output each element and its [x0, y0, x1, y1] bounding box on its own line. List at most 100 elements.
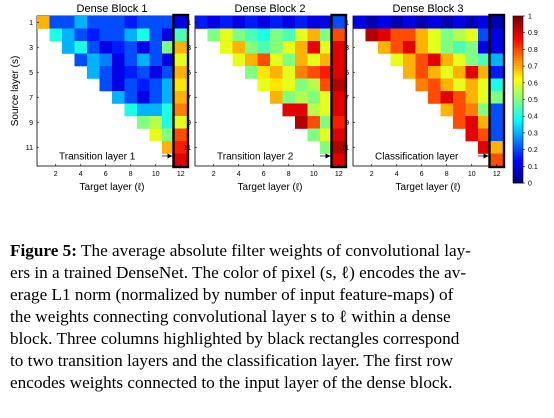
heatmap-cell	[490, 28, 504, 42]
heatmap-cell	[112, 66, 125, 79]
heatmap-cell	[465, 103, 479, 117]
heatmap-cell	[332, 116, 346, 129]
y-tick-label: 5	[345, 70, 349, 77]
colorbar-segment	[513, 94, 523, 98]
heatmap-cell	[112, 53, 125, 67]
heatmap-cell	[478, 28, 491, 42]
heatmap-cell	[195, 16, 208, 29]
heatmap-cell	[390, 28, 404, 42]
colorbar-tick-label: 0.8	[528, 47, 538, 54]
heatmap-cell	[149, 103, 163, 117]
heatmap-cell	[245, 53, 258, 67]
heatmap-cell	[112, 41, 125, 54]
heatmap-cell	[74, 41, 88, 54]
heatmap-cell	[320, 41, 333, 54]
colorbar-segment	[513, 154, 523, 158]
heatmap-cell	[453, 16, 466, 29]
colorbar-segment	[513, 128, 523, 132]
heatmap-cell	[320, 53, 333, 67]
heatmap-cell	[87, 41, 100, 54]
y-tick-label: 9	[187, 120, 191, 127]
heatmap-cell	[490, 153, 504, 167]
heatmap-cell	[174, 153, 188, 167]
heatmap-cell	[440, 28, 454, 42]
heatmap-cell	[320, 103, 333, 117]
heatmap-cell	[478, 116, 491, 129]
heatmap-cell	[320, 116, 333, 129]
annotation-arrow-head	[483, 153, 489, 159]
heatmap-cell	[282, 78, 296, 92]
heatmap-cell	[307, 91, 321, 104]
heatmap-cell	[332, 78, 346, 92]
heatmap-cell	[307, 28, 321, 42]
colorbar-segment	[513, 55, 523, 59]
heatmap-cell	[332, 28, 346, 42]
heatmap-cell	[257, 53, 271, 67]
heatmap-cell	[232, 53, 246, 67]
heatmap-cell	[453, 28, 466, 42]
heatmap-cell	[307, 66, 321, 79]
heatmap-cell	[74, 53, 88, 67]
heatmap-cell	[207, 16, 221, 29]
heatmap-cell	[174, 16, 188, 29]
heatmap-cell	[440, 53, 454, 67]
heatmap-cell	[332, 141, 346, 154]
colorbar-segment	[513, 141, 523, 145]
heatmap-cell	[149, 78, 163, 92]
y-tick-label: 3	[29, 45, 33, 52]
y-tick-label: 3	[187, 45, 191, 52]
colorbar-segment	[513, 99, 523, 103]
heatmap-cell	[162, 53, 175, 67]
heatmap-cell	[137, 28, 150, 42]
heatmap-cell	[137, 103, 150, 117]
heatmap-cell	[112, 91, 125, 104]
colorbar-segment	[513, 172, 523, 176]
x-tick-label: 12	[493, 171, 501, 178]
heatmap-cell	[415, 66, 429, 79]
colorbar-segment	[513, 120, 523, 124]
heatmap-cell	[149, 41, 163, 54]
x-tick-label: 8	[287, 171, 291, 178]
y-tick-label: 1	[187, 20, 191, 27]
heatmap-cell	[332, 153, 346, 167]
heatmap-cell	[112, 16, 125, 29]
heatmap-cell	[307, 53, 321, 67]
colorbar-segment	[513, 117, 523, 121]
heatmap-cell	[365, 28, 379, 42]
heatmap-cell	[257, 16, 271, 29]
heatmap-cell	[490, 128, 504, 142]
heatmap-cell	[440, 41, 454, 54]
heatmap-cell	[87, 28, 100, 42]
heatmap-cell	[320, 66, 333, 79]
heatmap-cell	[74, 28, 88, 42]
colorbar-segment	[513, 177, 523, 181]
heatmap-cell	[428, 16, 441, 29]
colorbar-segment	[513, 143, 523, 147]
colorbar-tick-label: 0.4	[528, 114, 538, 121]
heatmap-cell	[428, 91, 441, 104]
heatmap-cell	[465, 66, 479, 79]
heatmap-cell	[174, 28, 188, 42]
colorbar-segment	[513, 36, 523, 40]
heatmap-cell	[295, 91, 308, 104]
heatmap-cell	[428, 78, 441, 92]
heatmap-cell	[124, 103, 138, 117]
heatmap-cell	[403, 28, 416, 42]
heatmap-cell	[87, 53, 100, 67]
colorbar-segment	[513, 39, 523, 43]
colorbar-segment	[513, 102, 523, 106]
colorbar-segment	[513, 44, 523, 48]
heatmap-cell	[307, 41, 321, 54]
colorbar-segment	[513, 26, 523, 30]
heatmap-cell	[174, 103, 188, 117]
heatmap-cell	[440, 66, 454, 79]
colorbar-segment	[513, 104, 523, 108]
y-tick-label: 7	[345, 95, 349, 102]
y-tick-label: 3	[345, 45, 349, 52]
caption-line: to two transition layers and the classif…	[10, 351, 454, 370]
heatmap-cell	[137, 78, 150, 92]
heatmap-cell	[49, 28, 63, 42]
panel-title: Dense Block 2	[235, 3, 306, 15]
heatmap-cell	[162, 66, 175, 79]
colorbar-segment	[513, 83, 523, 87]
